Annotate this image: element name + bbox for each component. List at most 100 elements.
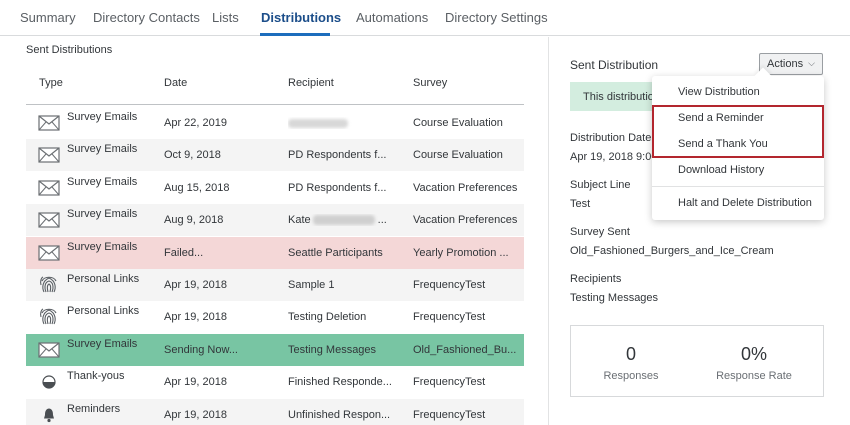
menu-divider bbox=[652, 186, 824, 187]
cell-type: Thank-yous bbox=[67, 370, 125, 383]
tab-directory-contacts[interactable]: Directory Contacts bbox=[93, 10, 200, 25]
cell-survey: Old_Fashioned_Bu... bbox=[413, 343, 517, 356]
cell-date: Oct 9, 2018 bbox=[164, 149, 221, 162]
table-row[interactable]: Survey Emails Aug 15, 2018 PD Respondents … bbox=[26, 172, 524, 204]
cell-type: Survey Emails bbox=[67, 111, 138, 123]
column-header-type[interactable]: Type bbox=[39, 77, 63, 89]
table-row[interactable]: Survey Emails Oct 9, 2018 PD Respondents f… bbox=[26, 139, 524, 172]
cell-survey: Yearly Promotion ... bbox=[413, 246, 509, 259]
active-tab-indicator bbox=[260, 33, 330, 36]
sent-distributions-panel: Sent Distributions Type Date Recipient S… bbox=[0, 37, 548, 425]
cell-survey: Vacation Preferences bbox=[413, 181, 518, 194]
chevron-down-icon: ⌵ bbox=[808, 58, 815, 68]
cell-recipient: Sample 1 bbox=[288, 279, 335, 291]
cell-recipient: Testing Messages bbox=[288, 343, 377, 356]
menu-item-download-history[interactable]: Download History bbox=[678, 164, 765, 176]
column-header-survey[interactable]: Survey bbox=[413, 77, 448, 89]
tab-automations[interactable]: Automations bbox=[356, 10, 429, 25]
envelope-icon bbox=[38, 180, 60, 196]
table-row[interactable]: Thank-yous Apr 19, 2018 Finished Responde.… bbox=[26, 366, 524, 398]
detail-title: Sent Distribution bbox=[570, 58, 659, 72]
recipients-value: Testing Messages bbox=[570, 292, 659, 304]
cell-survey: FrequencyTest bbox=[413, 376, 486, 389]
cell-type: Survey Emails bbox=[67, 175, 138, 188]
cell-type: Personal Links bbox=[67, 273, 140, 285]
cell-date: Aug 15, 2018 bbox=[164, 181, 230, 194]
cell-survey: Course Evaluation bbox=[413, 149, 503, 162]
envelope-icon bbox=[38, 244, 60, 261]
cell-recipient-redacted bbox=[288, 117, 408, 129]
recipient-name: Kate bbox=[288, 214, 311, 227]
cell-survey: FrequencyTest bbox=[413, 408, 486, 421]
envelope-icon bbox=[38, 212, 60, 228]
cell-recipient: Seattle Participants bbox=[288, 246, 383, 259]
cell-recipient: PD Respondents f... bbox=[288, 181, 387, 194]
response-stats-box: 0 Responses 0% Response Rate bbox=[570, 325, 824, 397]
cell-date: Apr 22, 2019 bbox=[164, 117, 227, 129]
recipient-ellipsis: ... bbox=[377, 214, 387, 227]
actions-button[interactable]: Actions ⌵ bbox=[759, 53, 823, 75]
survey-sent-value: Old_Fashioned_Burgers_and_Ice_Cream bbox=[570, 245, 774, 257]
table-row[interactable]: Survey Emails Apr 22, 2019 Course Evaluati… bbox=[26, 107, 524, 139]
table-row[interactable]: Personal Links Apr 19, 2018 Sample 1 Freque… bbox=[26, 269, 524, 301]
cell-survey: FrequencyTest bbox=[413, 311, 486, 324]
response-rate-label: Response Rate bbox=[716, 370, 792, 382]
thank-you-icon bbox=[38, 374, 60, 390]
table-row[interactable]: Reminders Apr 19, 2018 Unfinished Respon..… bbox=[26, 398, 524, 425]
menu-item-send-thank-you[interactable]: Send a Thank You bbox=[678, 138, 768, 150]
cell-date: Sending Now... bbox=[164, 343, 238, 356]
cell-recipient: PD Respondents f... bbox=[288, 149, 387, 162]
distribution-date-value: Apr 19, 2018 9:00 bbox=[570, 151, 658, 163]
table-row[interactable]: Survey Emails Failed... Seattle Participan… bbox=[26, 236, 524, 269]
table-row[interactable]: Personal Links Apr 19, 2018 Testing Deleti… bbox=[26, 301, 524, 333]
distribution-date-label: Distribution Date bbox=[570, 132, 652, 144]
actions-dropdown-menu: View Distribution Send a Reminder Send a… bbox=[652, 76, 824, 220]
cell-date: Failed... bbox=[164, 246, 204, 259]
tab-summary[interactable]: Summary bbox=[20, 10, 76, 25]
bell-icon bbox=[38, 407, 60, 423]
menu-item-view-distribution[interactable]: View Distribution bbox=[678, 86, 760, 98]
cell-date: Apr 19, 2018 bbox=[164, 408, 227, 421]
tab-lists[interactable]: Lists bbox=[212, 10, 239, 25]
cell-recipient: Kate... bbox=[288, 214, 408, 226]
subject-line-value: Test bbox=[570, 198, 591, 210]
column-header-recipient[interactable]: Recipient bbox=[288, 77, 334, 89]
table-row[interactable]: Survey Emails Sending Now... Testing Messa… bbox=[26, 333, 524, 366]
survey-sent-label: Survey Sent bbox=[570, 226, 630, 238]
column-header-date[interactable]: Date bbox=[164, 77, 188, 89]
cell-date: Apr 19, 2018 bbox=[164, 311, 227, 324]
envelope-icon bbox=[38, 342, 60, 358]
cell-date: Aug 9, 2018 bbox=[164, 214, 224, 227]
tab-distributions[interactable]: Distributions bbox=[261, 10, 342, 25]
cell-survey: Vacation Preferences bbox=[413, 214, 518, 227]
cell-recipient: Unfinished Respon... bbox=[288, 408, 391, 421]
cell-type: Survey Emails bbox=[67, 208, 138, 221]
table-row[interactable]: Survey Emails Aug 9, 2018 Kate... Vacation … bbox=[26, 204, 524, 237]
header-divider bbox=[26, 104, 524, 105]
tab-directory-settings[interactable]: Directory Settings bbox=[445, 10, 548, 25]
fingerprint-icon bbox=[38, 305, 60, 325]
cell-recipient: Testing Deletion bbox=[288, 311, 367, 324]
menu-item-halt-delete[interactable]: Halt and Delete Distribution bbox=[678, 197, 812, 209]
redacted-text bbox=[312, 215, 375, 226]
cell-recipient: Finished Responde... bbox=[288, 376, 392, 389]
response-rate-value: 0% bbox=[740, 344, 767, 364]
cell-type: Personal Links bbox=[67, 305, 140, 318]
responses-count: 0 bbox=[625, 344, 636, 364]
highlight-box bbox=[652, 105, 824, 158]
recipients-label: Recipients bbox=[570, 273, 622, 285]
cell-survey: Course Evaluation bbox=[413, 117, 503, 129]
section-title: Sent Distributions bbox=[26, 44, 113, 56]
cell-type: Reminders bbox=[67, 402, 121, 415]
actions-label: Actions bbox=[767, 58, 804, 70]
cell-date: Apr 19, 2018 bbox=[164, 376, 227, 389]
responses-label: Responses bbox=[603, 370, 659, 382]
cell-type: Survey Emails bbox=[67, 337, 138, 350]
panel-divider bbox=[548, 37, 549, 425]
envelope-icon bbox=[38, 115, 60, 131]
cell-type: Survey Emails bbox=[67, 143, 138, 156]
menu-item-send-reminder[interactable]: Send a Reminder bbox=[678, 112, 764, 124]
envelope-icon bbox=[38, 147, 60, 163]
top-tab-bar: Summary Directory Contacts Lists Distrib… bbox=[0, 0, 850, 36]
fingerprint-icon bbox=[38, 273, 60, 293]
